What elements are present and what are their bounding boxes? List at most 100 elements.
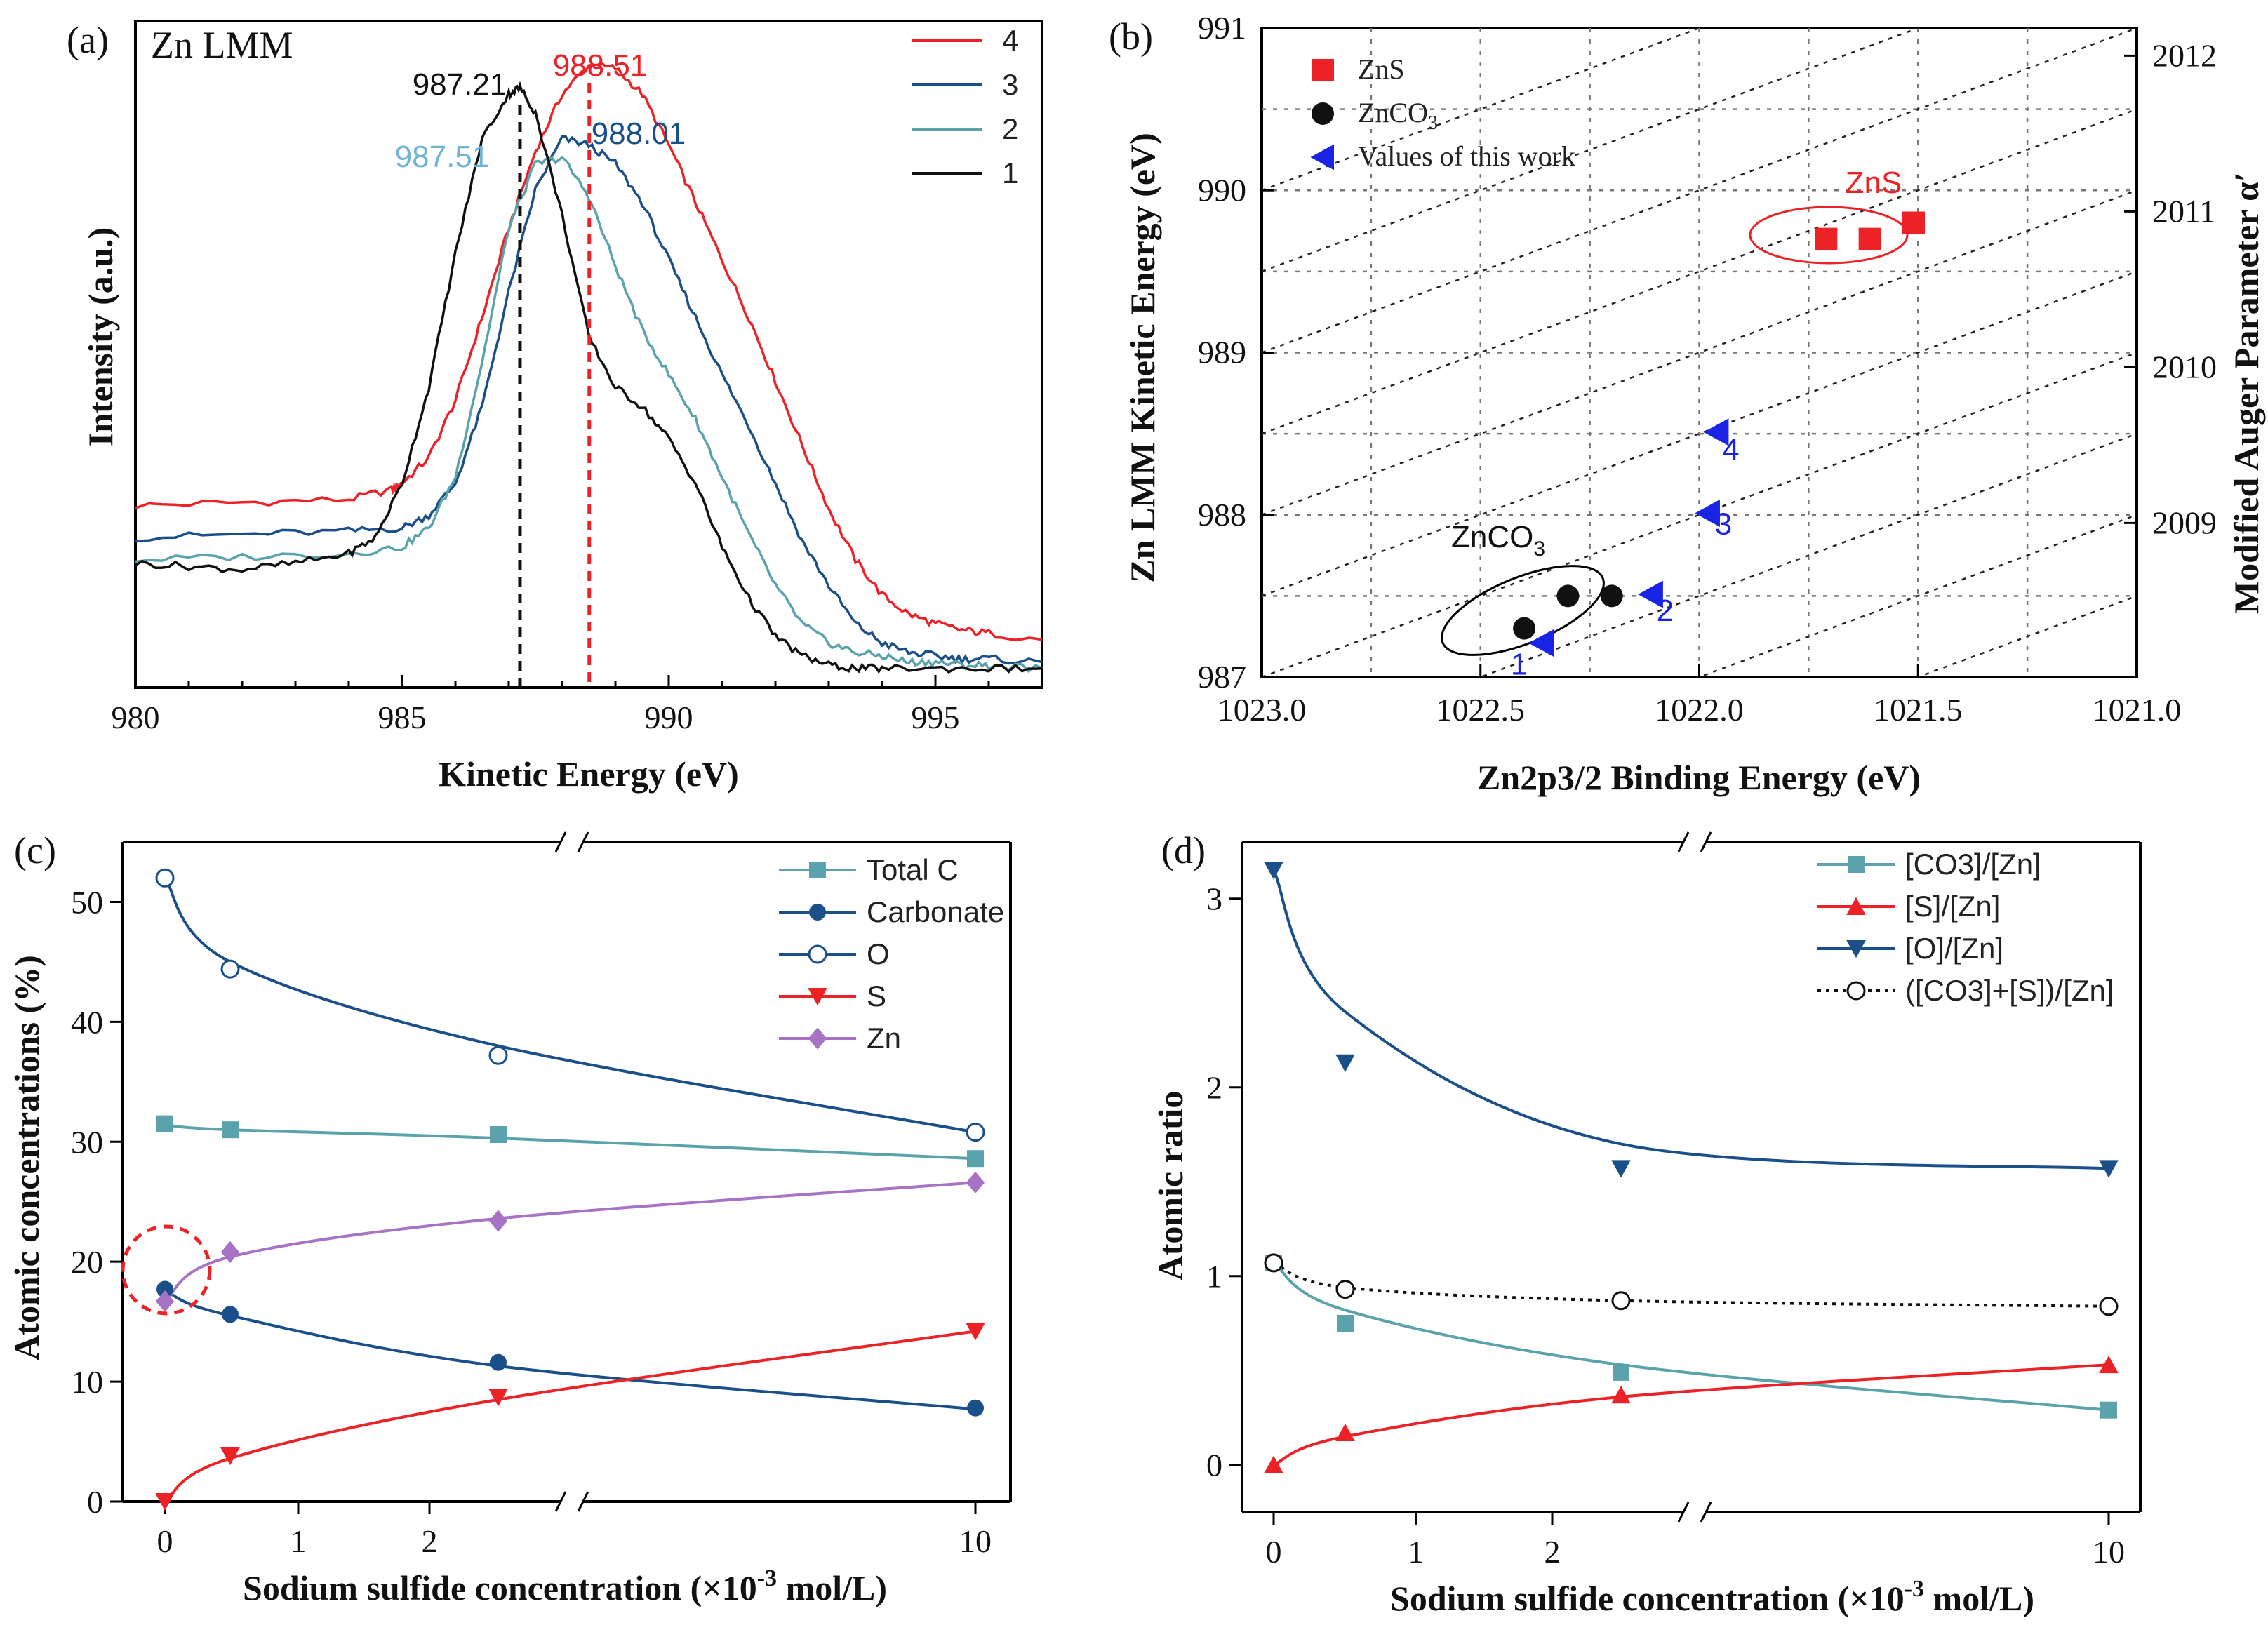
panel-b-axes: 1023.0 1022.5 1022.0 1021.5 1021.0 987 988 989 9… xyxy=(1198,10,2217,728)
panel-d-legend-marker-o-zn xyxy=(1846,940,1866,958)
panel-b-legend-label-znco3: ZnCO3 xyxy=(1358,97,1438,134)
panel-c-legend: Total C Carbonate OS Zn xyxy=(779,853,1004,1055)
panel-b-legend-marker-znco3 xyxy=(1312,102,1334,125)
panel-b-point-label: 1 xyxy=(1511,647,1528,681)
panel-b-legend-marker-values-of-this-work xyxy=(1310,144,1334,170)
panel-c-legend-marker-total-c xyxy=(809,862,826,878)
panel-a-legend-label-2: 2 xyxy=(1002,112,1018,145)
panel-b-point-zns xyxy=(1858,227,1881,250)
panel-a-xaxis: 980 985 990 995 xyxy=(112,675,990,735)
panel-d-series xyxy=(1264,862,2119,1473)
panel-c-point-zn xyxy=(488,1210,508,1232)
panel-b-point-values-of-this-work xyxy=(1703,418,1729,446)
panel-b-y2tick-label: 2011 xyxy=(2152,193,2215,229)
panel-b-point-label: 4 xyxy=(1722,433,1739,467)
panel-c-ytick-label: 10 xyxy=(71,1364,103,1400)
panel-d-fit-s-zn xyxy=(1273,1363,2109,1466)
panel-d-point-s-zn xyxy=(1335,1423,1355,1442)
panel-b-auger-line xyxy=(1696,514,2137,677)
panel-b-auger-line xyxy=(1262,28,2137,354)
panel-d-ytick-label: 0 xyxy=(1206,1447,1222,1483)
panel-c-ytick-label: 20 xyxy=(71,1244,103,1280)
panel-a-annotation-988-51: 988.51 xyxy=(553,48,648,83)
panel-d-legend-label-s-zn: [S]/[Zn] xyxy=(1905,890,2000,923)
panel-c-series xyxy=(121,868,985,1511)
panel-a-spectrum-1 xyxy=(135,81,1043,674)
panel-a-xlabel: Kinetic Energy (eV) xyxy=(439,754,739,794)
panel-a-annotation-987-21: 987.21 xyxy=(413,67,507,102)
panel-c-highlight-circle xyxy=(121,1224,212,1316)
panel-c-point-zn xyxy=(155,1290,175,1313)
panel-d-xlabel-sup: -3 xyxy=(1905,1576,1924,1602)
panel-d-ytick-label: 3 xyxy=(1206,881,1222,917)
panel-c-plot-frame xyxy=(121,831,1012,1512)
panel-c-legend-marker-s xyxy=(808,988,827,1006)
panel-a-xtick-label: 980 xyxy=(112,700,160,735)
panel-d-xlabel-tail: mol/L) xyxy=(1924,1579,2034,1618)
panel-b-zns-ellipse xyxy=(1749,206,1909,265)
panel-b-point-znco3 xyxy=(1600,584,1623,608)
panel-b-ytick-label: 989 xyxy=(1198,335,1246,370)
panel-d-xtick-label: 1 xyxy=(1408,1534,1425,1570)
panel-c-point-total-c xyxy=(222,1121,239,1139)
panel-d-point-co3-s-zn xyxy=(1264,1253,1283,1273)
panel-b-y2tick-label: 2010 xyxy=(2152,349,2217,384)
panel-b-y2label: Modified Auger Parameter α′ xyxy=(2227,172,2266,614)
panel-c-fit-carbonate xyxy=(164,1289,976,1411)
panel-d-xtick-label: 0 xyxy=(1266,1534,1282,1570)
panel-d-fit-co3-zn xyxy=(1272,1262,2109,1412)
panel-d-point-co3-s-zn xyxy=(1611,1291,1631,1311)
panel-c-xtick-label: 0 xyxy=(157,1523,173,1559)
panel-b-auger-line-group xyxy=(1262,28,2137,677)
panel-c-xlabel-main: Sodium sulfide concentration (×10 xyxy=(243,1568,757,1607)
panel-b-xtick-label: 1021.5 xyxy=(1874,692,1963,728)
panel-a-annotations: 987.21 988.51 987.51 988.01 xyxy=(395,48,686,174)
panel-d-axis-break xyxy=(1700,831,1712,852)
panel-d-point-s-zn xyxy=(2099,1355,2119,1374)
panel-c-axis-break xyxy=(577,831,589,852)
panel-b-ylabel: Zn LMM Kinetic Energy (eV) xyxy=(1123,133,1162,583)
panel-a-annotation-988-01: 988.01 xyxy=(592,116,686,151)
panel-b-point-znco3 xyxy=(1513,617,1536,640)
panel-c-legend-label-total-c: Total C xyxy=(867,853,959,886)
panel-a-legend: 4 3 2 1 xyxy=(912,24,1018,189)
panel-d-ytick-label: 1 xyxy=(1206,1259,1222,1295)
panel-a-legend-label-1: 1 xyxy=(1002,156,1018,189)
panel-c-xlabel: Sodium sulfide concentration (×10-3 mol/… xyxy=(243,1565,887,1607)
panel-b-xtick-label: 1022.5 xyxy=(1436,692,1526,728)
panel-b-point-values-of-this-work xyxy=(1638,580,1663,608)
panel-b-znco3-group-label: ZnCO3 xyxy=(1451,520,1545,561)
panel-d-point-o-zn xyxy=(1335,1054,1355,1072)
panel-d-legend: [CO3]/[Zn] [S]/[Zn] [O]/[Zn] ([CO3]+[S])/[Z… xyxy=(1817,848,2114,1007)
panel-a-annotation-987-51: 987.51 xyxy=(395,140,490,174)
panel-b-point-zns xyxy=(1815,227,1838,250)
panel-c-point-carbonate xyxy=(222,1306,239,1323)
panel-b-y2tick-label: 2009 xyxy=(2152,504,2217,540)
panel-b-legend-marker-zns xyxy=(1312,59,1334,81)
panel-c-point-s xyxy=(155,1493,175,1511)
panel-d-point-o-zn xyxy=(2099,1160,2119,1178)
panel-d-point-co3-zn xyxy=(1613,1363,1629,1381)
panel-c-point-o xyxy=(966,1123,985,1142)
panel-c-legend-marker-carbonate xyxy=(809,904,826,921)
panel-b: (b) Zn2p3/2 Binding Energy (eV) Zn LMM K… xyxy=(1109,10,2266,797)
panel-c-point-zn xyxy=(966,1171,985,1193)
panel-d-point-o-zn xyxy=(1611,1160,1631,1178)
panel-c-axis-break xyxy=(554,831,567,852)
panel-d-point-co3-zn xyxy=(2100,1401,2117,1419)
panel-c-ylabel: Atomic concentrations (%) xyxy=(7,955,46,1360)
panel-c-point-total-c xyxy=(156,1115,173,1132)
panel-b-auger-line xyxy=(1915,595,2137,677)
panel-c-axes: 0 1 2 10 0 10 20 30 40 50 xyxy=(71,884,992,1559)
panel-a-title: Zn LMM xyxy=(151,24,293,66)
panel-d-axis-break xyxy=(1677,831,1690,852)
panel-c-fit-o xyxy=(164,877,976,1134)
panel-d-legend-label-o-zn: [O]/[Zn] xyxy=(1905,932,2003,965)
panel-d-legend-label-co3-zn: [CO3]/[Zn] xyxy=(1905,848,2041,881)
panel-d-legend-label-co3-s-zn: ([CO3]+[S])/[Zn] xyxy=(1905,974,2114,1007)
panel-b-znco3-group-label-sub: 3 xyxy=(1533,537,1545,561)
panel-b-ytick-label: 987 xyxy=(1198,659,1246,695)
panel-a: (a) Zn LMM Kinetic Energy (eV) Intensity… xyxy=(67,19,1043,794)
panel-a-legend-label-3: 3 xyxy=(1002,68,1018,101)
